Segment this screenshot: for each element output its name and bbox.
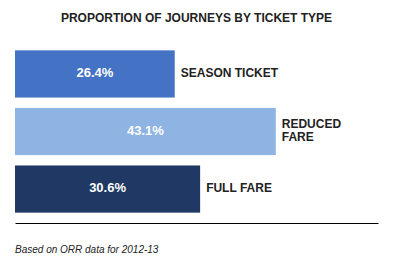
axis-line [16, 223, 379, 224]
data-label: 26.4% [76, 65, 113, 80]
category-label-line: SEASON TICKET [181, 66, 279, 80]
bar [15, 165, 200, 212]
annotation: Based on ORR data for 2012-13 [15, 244, 159, 255]
category-label-line: FULL FARE [206, 181, 272, 195]
bar [15, 50, 175, 97]
chart-svg: PROPORTION OF JOURNEYS BY TICKET TYPE 26.… [0, 0, 393, 265]
category-label-line: REDUCED [282, 117, 342, 131]
x-axis [16, 223, 379, 224]
data-labels: 26.4% 43.1% 30.6% [76, 65, 164, 195]
category-labels: SEASON TICKET REDUCEDFARE FULL FARE [181, 66, 342, 195]
category-label-line: FARE [282, 130, 314, 144]
plot: 26.4%43.1%30.6%SEASON TICKETREDUCEDFAREF… [15, 50, 379, 223]
bar [15, 108, 276, 155]
category-label: SEASON TICKET [181, 66, 279, 80]
category-label: REDUCEDFARE [282, 117, 342, 144]
title: PROPORTION OF JOURNEYS BY TICKET TYPE [61, 11, 332, 25]
data-label: 30.6% [89, 180, 126, 195]
data-label: 43.1% [127, 123, 164, 138]
category-label: FULL FARE [206, 181, 272, 195]
